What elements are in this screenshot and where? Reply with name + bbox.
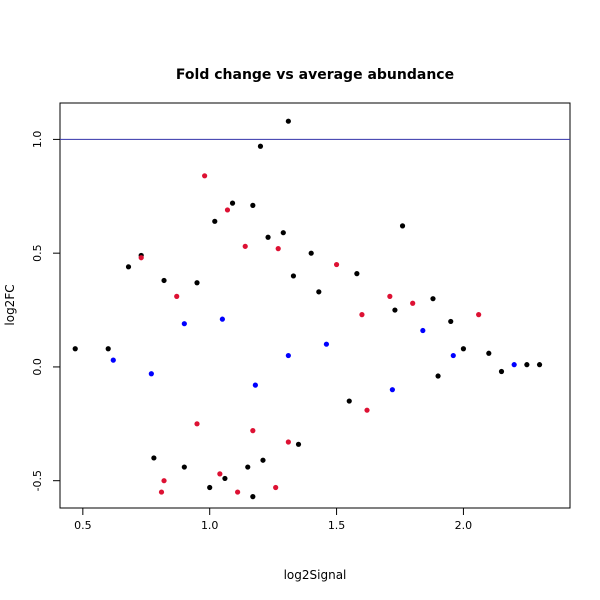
data-point	[273, 484, 279, 491]
data-point	[295, 441, 302, 447]
data-point	[125, 264, 132, 270]
data-point	[245, 464, 251, 470]
data-point	[392, 307, 398, 313]
x-tick-label: 0.5	[74, 519, 92, 532]
data-point	[280, 230, 286, 236]
data-point	[158, 489, 165, 495]
series-2	[138, 173, 482, 495]
data-point	[387, 293, 393, 299]
data-point	[316, 289, 322, 295]
data-point	[410, 300, 416, 306]
x-tick-label: 1.5	[328, 519, 346, 532]
data-point	[399, 223, 406, 229]
data-point	[242, 243, 248, 249]
x-tick-label: 1.0	[201, 519, 219, 532]
data-point	[181, 321, 187, 327]
data-point	[536, 362, 543, 368]
y-tick-label: 0.0	[31, 358, 44, 376]
data-point	[250, 202, 256, 208]
data-point	[194, 280, 200, 286]
data-point	[285, 439, 291, 445]
x-axis-label: log2Signal	[284, 568, 347, 582]
data-point	[346, 398, 352, 404]
data-point	[105, 346, 111, 352]
data-point	[359, 312, 365, 318]
plot-frame	[59, 102, 571, 509]
data-point	[498, 368, 505, 375]
data-point	[460, 346, 467, 352]
data-point	[354, 271, 360, 277]
data-point	[250, 428, 256, 434]
y-tick-label: -0.5	[31, 470, 44, 491]
y-axis-label: log2FC	[3, 284, 17, 325]
data-point	[181, 464, 187, 470]
data-point	[217, 471, 223, 477]
data-point	[486, 350, 492, 356]
data-point	[229, 200, 236, 206]
data-point	[290, 273, 297, 279]
data-point	[524, 362, 530, 368]
y-tick-label: 1.0	[31, 131, 44, 149]
data-point	[138, 255, 144, 261]
data-point	[219, 316, 225, 322]
data-point	[224, 207, 231, 213]
data-point	[194, 421, 200, 427]
data-point	[308, 250, 314, 256]
data-point	[265, 234, 271, 240]
data-point	[476, 312, 482, 318]
data-point	[448, 318, 454, 325]
data-point	[420, 327, 426, 334]
data-point	[435, 373, 441, 379]
data-point	[151, 455, 157, 461]
data-point	[285, 352, 291, 359]
data-point	[285, 118, 291, 124]
series-0	[72, 118, 543, 500]
data-point	[235, 489, 241, 495]
data-point	[364, 407, 370, 413]
data-point	[333, 261, 340, 268]
data-point	[161, 478, 167, 484]
data-point	[148, 371, 154, 377]
data-point	[389, 387, 395, 393]
points-layer	[72, 118, 543, 500]
data-point	[260, 457, 266, 463]
data-point	[161, 277, 167, 284]
data-point	[174, 293, 180, 299]
data-point	[511, 362, 517, 368]
data-point	[430, 296, 436, 302]
x-tick-label: 2.0	[455, 519, 473, 532]
data-point	[252, 382, 258, 388]
data-point	[257, 143, 264, 149]
data-point	[110, 357, 116, 363]
x-axis: 0.5 1.0 1.5 2.0	[74, 508, 472, 532]
data-point	[250, 494, 256, 500]
data-point	[275, 246, 281, 252]
series-1	[110, 316, 517, 393]
data-point	[202, 173, 208, 179]
data-point	[323, 341, 330, 347]
data-point	[212, 218, 218, 224]
y-tick-label: 0.5	[31, 244, 44, 261]
data-point	[450, 352, 456, 359]
y-axis: -0.5 0.0 0.5 1.0	[31, 131, 60, 491]
chart-title: Fold change vs average abundance	[176, 67, 454, 83]
data-point	[222, 475, 228, 482]
data-point	[207, 484, 213, 491]
data-point	[72, 346, 78, 352]
